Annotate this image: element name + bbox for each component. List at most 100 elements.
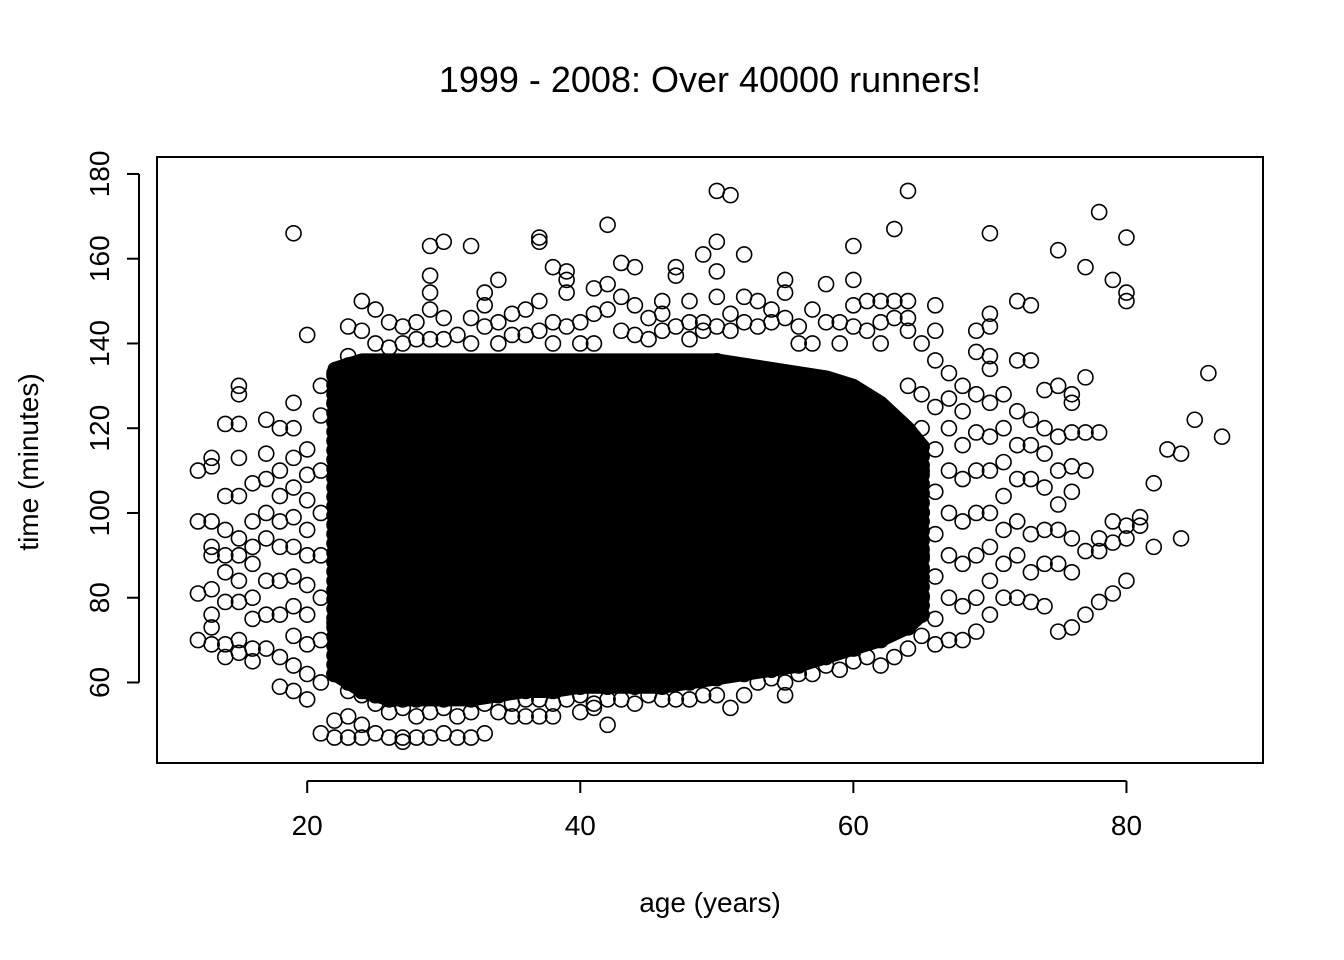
data-point xyxy=(776,674,794,691)
core-point xyxy=(394,625,412,643)
core-point xyxy=(845,472,862,490)
core-point xyxy=(845,453,862,471)
core-point xyxy=(435,635,453,652)
core-point xyxy=(339,552,357,570)
core-point xyxy=(462,486,480,503)
data-point xyxy=(326,712,343,729)
core-point xyxy=(544,496,562,513)
core-point xyxy=(626,529,644,546)
core-point xyxy=(653,529,671,546)
data-point xyxy=(1118,517,1135,534)
core-point xyxy=(872,436,889,453)
core-point xyxy=(462,653,480,671)
data-point xyxy=(339,347,357,365)
core-point xyxy=(708,502,726,519)
core-point xyxy=(571,501,589,518)
data-point xyxy=(189,585,207,602)
core-point xyxy=(817,415,835,433)
core-point xyxy=(817,387,835,405)
core-point xyxy=(913,541,930,558)
core-point xyxy=(790,545,808,562)
core-point xyxy=(763,586,780,604)
core-point xyxy=(380,430,398,447)
core-point xyxy=(544,561,562,579)
data-point xyxy=(230,572,248,590)
core-point xyxy=(790,601,808,618)
core-point xyxy=(326,451,343,468)
data-point xyxy=(285,449,302,467)
core-point xyxy=(626,575,644,593)
core-point xyxy=(626,613,644,630)
core-point xyxy=(544,514,562,532)
x-tick-label: 60 xyxy=(838,810,869,841)
data-point xyxy=(271,513,289,530)
data-point xyxy=(1049,462,1067,479)
core-point xyxy=(763,549,780,567)
core-point xyxy=(571,463,589,481)
core-point xyxy=(763,521,780,539)
core-point xyxy=(544,356,562,373)
core-point xyxy=(681,506,698,523)
core-point xyxy=(408,625,425,643)
core-point xyxy=(394,597,412,615)
core-point xyxy=(435,383,453,401)
data-point xyxy=(1077,542,1094,560)
core-point xyxy=(735,507,753,524)
data-point xyxy=(1118,292,1135,310)
data-point xyxy=(817,275,835,293)
data-point xyxy=(1090,424,1108,441)
core-point xyxy=(599,547,616,565)
core-point xyxy=(435,420,453,438)
core-point xyxy=(380,486,398,503)
core-point xyxy=(653,547,671,565)
data-point xyxy=(886,648,903,666)
core-point xyxy=(763,400,780,418)
core-point xyxy=(571,566,589,584)
core-point xyxy=(490,360,507,378)
data-point xyxy=(926,525,944,543)
core-point xyxy=(845,528,862,546)
core-point xyxy=(653,501,671,518)
core-point xyxy=(626,650,644,668)
data-point xyxy=(626,297,644,314)
data-point xyxy=(585,335,603,352)
core-point xyxy=(394,476,412,494)
core-point xyxy=(653,538,671,556)
data-point xyxy=(1049,241,1067,259)
data-point xyxy=(1063,530,1081,547)
core-point xyxy=(490,556,507,573)
data-point xyxy=(708,288,726,306)
data-point xyxy=(1049,496,1067,513)
core-point xyxy=(435,551,453,568)
data-point xyxy=(1022,564,1040,581)
core-point xyxy=(681,385,698,402)
core-point xyxy=(790,396,808,413)
data-point xyxy=(1104,513,1122,530)
core-point xyxy=(462,355,480,373)
core-point xyxy=(339,403,357,421)
core-point xyxy=(435,458,453,475)
core-point xyxy=(571,454,589,472)
core-point xyxy=(462,467,480,484)
core-point xyxy=(339,487,357,505)
core-point xyxy=(544,589,562,607)
core-point xyxy=(544,365,562,383)
core-point xyxy=(571,380,589,397)
core-point xyxy=(790,582,808,600)
core-point xyxy=(380,616,398,634)
x-tick-label: 80 xyxy=(1111,810,1142,841)
core-point xyxy=(435,616,453,634)
core-point xyxy=(380,392,398,410)
core-point xyxy=(339,525,357,542)
core-point xyxy=(817,583,835,601)
data-point xyxy=(367,695,384,712)
data-point xyxy=(790,335,808,352)
core-point xyxy=(845,575,862,592)
data-point xyxy=(230,449,248,467)
data-point xyxy=(872,313,889,331)
data-point xyxy=(1022,297,1040,314)
core-point xyxy=(408,402,425,419)
core-point xyxy=(708,455,726,473)
core-point xyxy=(517,524,534,541)
data-point xyxy=(408,708,425,725)
